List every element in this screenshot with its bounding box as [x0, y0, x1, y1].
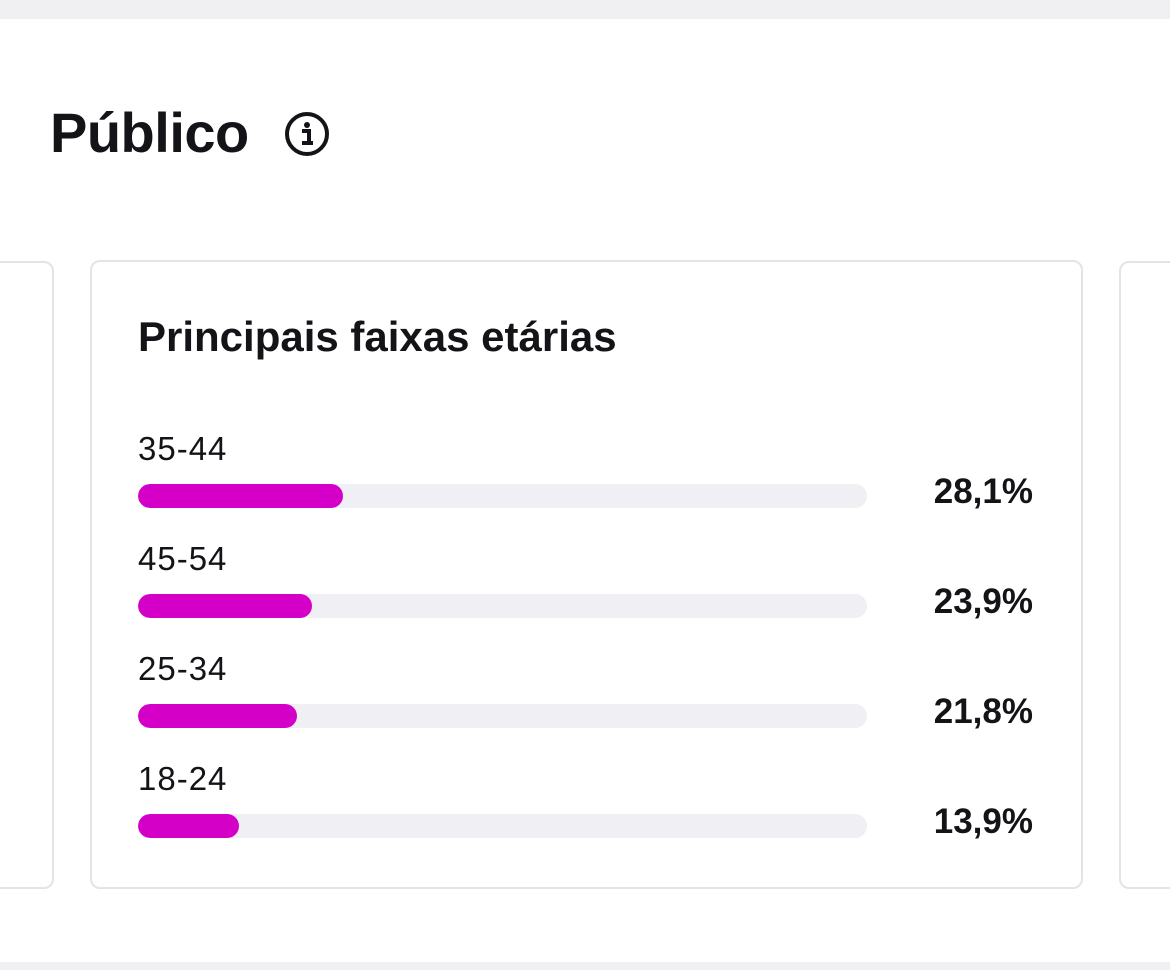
bottom-divider	[0, 962, 1170, 970]
bar-track	[138, 814, 867, 838]
side-card	[1119, 261, 1170, 889]
value-label: 28,1%	[933, 472, 1033, 511]
card-title: Principais faixas etárias	[138, 313, 617, 360]
section-title: Público	[50, 101, 249, 164]
age-label: 35-44	[138, 430, 228, 467]
bar-track	[138, 704, 867, 728]
age-label: 25-34	[138, 650, 228, 687]
value-label: 13,9%	[933, 802, 1033, 841]
age-card	[90, 260, 1083, 889]
age-label: 45-54	[138, 540, 228, 577]
top-divider	[0, 0, 1170, 19]
value-label: 21,8%	[933, 692, 1033, 731]
value-label: 23,9%	[933, 582, 1033, 621]
bar-track	[138, 484, 867, 508]
age-label: 18-24	[138, 760, 228, 797]
bar	[138, 484, 343, 508]
info-icon[interactable]	[284, 111, 330, 157]
bar	[138, 594, 313, 618]
bar	[138, 704, 297, 728]
bar	[138, 814, 240, 838]
bar-track	[138, 594, 867, 618]
side-card	[0, 261, 54, 889]
